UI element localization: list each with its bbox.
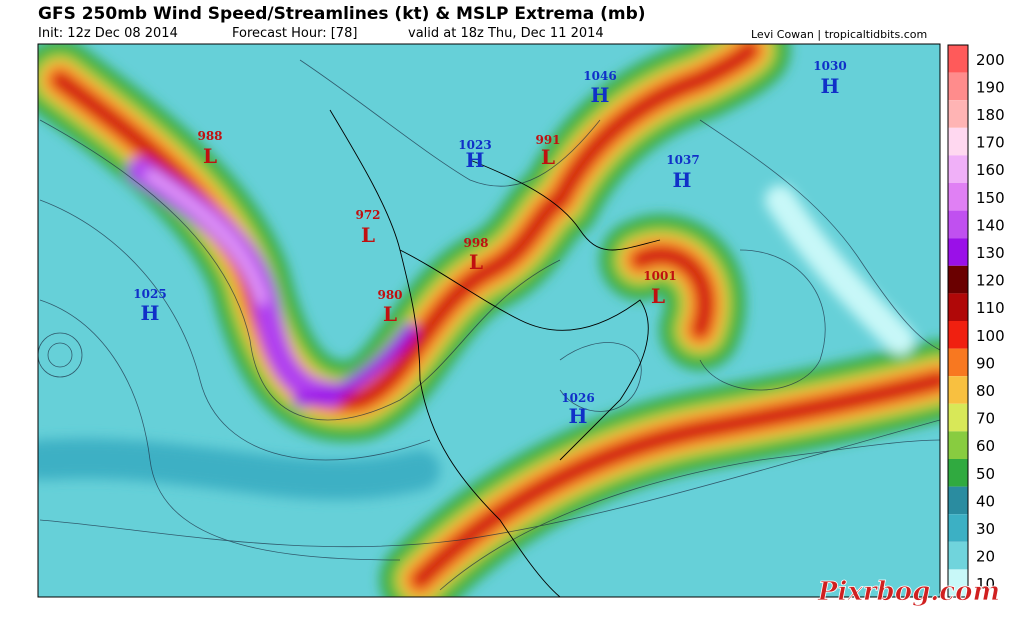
colorbar-band [948, 100, 968, 128]
colorbar-tick-label: 40 [976, 492, 995, 510]
colorbar-tick-label: 10 [976, 575, 995, 593]
colorbar-band [948, 541, 968, 570]
colorbar-tick-label: 170 [976, 134, 1005, 152]
colorbar-band [948, 486, 968, 515]
colorbar-band [948, 155, 968, 183]
colorbar-tick-label: 50 [976, 465, 995, 483]
watermark: Pixrbog.com [817, 577, 1000, 607]
map-field [38, 44, 940, 597]
pressure-symbol: L [651, 284, 665, 308]
colorbar-tick-label: 150 [976, 189, 1005, 207]
credit: Levi Cowan | tropicaltidbits.com [751, 28, 928, 41]
pressure-symbol: L [383, 302, 397, 326]
colorbar-band [948, 72, 968, 101]
colorbar-tick-label: 130 [976, 244, 1005, 262]
pressure-value: 1023 [458, 138, 491, 152]
pressure-symbol: L [469, 250, 483, 274]
colorbar-band [948, 293, 968, 321]
colorbar-band [948, 183, 968, 211]
colorbar-tick-label: 20 [976, 548, 995, 566]
colorbar-tick-label: 70 [976, 410, 995, 428]
colorbar-tick-label: 60 [976, 437, 995, 455]
colorbar-band [948, 569, 968, 597]
pressure-value: 1037 [666, 153, 699, 167]
colorbar-band [948, 127, 968, 156]
title: GFS 250mb Wind Speed/Streamlines (kt) & … [38, 4, 646, 24]
pressure-centers: 988 L 972 L 980 L 998 L 991 L 1023 H 104… [133, 59, 846, 428]
colorbar-tick-label: 110 [976, 299, 1005, 317]
pressure-symbol: H [673, 168, 692, 192]
colorbar-band [948, 431, 968, 459]
colorbar-tick-label: 30 [976, 520, 995, 538]
colorbar-band [948, 238, 968, 266]
colorbar-tick-label: 80 [976, 382, 995, 400]
pressure-symbol: H [569, 404, 588, 428]
colorbar-band [948, 459, 968, 487]
valid-time: valid at 18z Thu, Dec 11 2014 [408, 26, 604, 41]
colorbar: 200 190 180 170 160 150 140 130 120 110 100 90 80 70 6… [947, 44, 1005, 598]
colorbar-band [948, 210, 968, 239]
forecast-hour: Forecast Hour: [78] [232, 26, 358, 41]
colorbar-band [948, 376, 968, 404]
colorbar-band [948, 45, 968, 73]
pressure-value: 1001 [643, 269, 676, 283]
pressure-symbol: H [466, 148, 485, 172]
pressure-value: 972 [355, 208, 380, 222]
colorbar-tick-label: 120 [976, 272, 1005, 290]
pressure-value: 1046 [583, 69, 616, 83]
pressure-value: 1025 [133, 287, 166, 301]
pressure-symbol: H [591, 83, 610, 107]
colorbar-tick-label: 190 [976, 78, 1005, 96]
colorbar-tick-label: 140 [976, 216, 1005, 234]
pressure-symbol: H [141, 301, 160, 325]
pressure-symbol: L [361, 223, 375, 247]
colorbar-band [948, 514, 968, 542]
colorbar-frame [947, 44, 969, 598]
pressure-value: 988 [197, 129, 222, 143]
pressure-value: 1030 [813, 59, 846, 73]
pressure-value: 991 [535, 133, 560, 147]
pressure-symbol: H [821, 74, 840, 98]
init: Init: 12z Dec 08 2014 [38, 26, 178, 41]
pressure-value: 980 [377, 288, 402, 302]
colorbar-tick-label: 200 [976, 51, 1005, 69]
pressure-value: 998 [463, 236, 488, 250]
colorbar-band [948, 321, 968, 349]
colorbar-tick-label: 160 [976, 161, 1005, 179]
pressure-value: 1026 [561, 391, 594, 405]
pressure-symbol: L [541, 145, 555, 169]
colorbar-tick-label: 90 [976, 354, 995, 372]
colorbar-band [948, 348, 968, 377]
pressure-symbol: L [203, 144, 217, 168]
colorbar-tick-label: 180 [976, 106, 1005, 124]
colorbar-band [948, 403, 968, 432]
colorbar-tick-label: 100 [976, 327, 1005, 345]
colorbar-band [948, 265, 968, 294]
